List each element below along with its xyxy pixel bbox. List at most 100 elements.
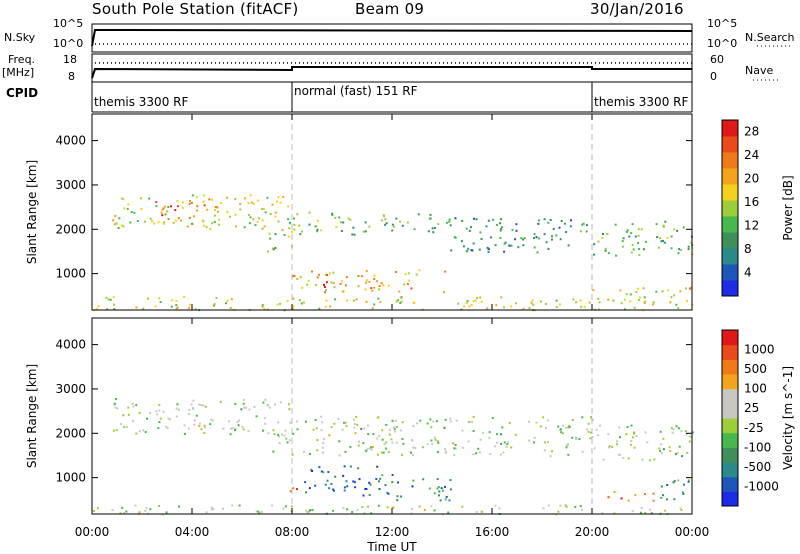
scatter-cell [437,223,440,226]
scatter-cell [443,291,445,294]
scatter-cell [661,290,664,293]
scatter-cell [342,221,345,224]
scatter-cell [462,245,465,248]
scatter-cell [501,426,504,429]
scatter-cell [633,431,635,434]
scatter-cell [638,253,641,256]
scatter-cell [352,299,355,302]
scatter-cell [353,423,356,425]
scatter-cell [638,296,641,299]
scatter-cell [291,453,294,456]
scatter-cell [407,272,410,275]
scatter-cell [544,426,547,429]
scatter-cell [410,451,413,454]
scatter-cell [428,217,431,220]
scatter-cell [500,433,503,436]
scatter-cell [356,423,359,426]
scatter-cell [601,512,604,515]
scatter-cell [384,484,387,487]
scatter-cell [587,430,590,433]
scatter-cell [678,248,681,251]
scatter-cell [591,418,594,421]
scatter-cell [571,436,574,439]
scatter-cell [646,441,649,444]
scatter-cell [580,305,583,308]
scatter-cell [226,299,229,302]
scatter-cell [465,227,468,230]
scatter-cell [444,418,447,421]
scatter-cell [349,218,352,221]
scatter-cell [268,232,271,235]
scatter-cell [377,504,380,507]
scatter-cell [618,426,621,429]
scatter-cell [503,441,506,444]
scatter-cell [127,203,130,206]
scatter-cell [274,233,277,235]
scatter-cell [125,426,128,429]
scatter-cell [253,405,256,408]
scatter-cell [689,287,691,290]
scatter-cell [607,298,610,301]
scatter-cell [391,474,394,476]
scatter-cell [479,296,482,299]
scatter-cell [557,425,560,428]
freq-label: Freq. [8,53,36,66]
scatter-cell [500,442,502,445]
scatter-cell [222,507,224,510]
scatter-cell [687,248,690,251]
scatter-cell [209,228,212,230]
scatter-cell [452,442,455,445]
scatter-cell [461,505,464,508]
scatter-cell [292,275,295,278]
scatter-cell [641,458,644,461]
scatter-cell [498,507,501,510]
scatter-cell [678,445,681,448]
scatter-cell [299,233,302,236]
colorbar-swatch [722,152,738,169]
scatter-cell [688,479,690,482]
scatter-cell [659,237,662,240]
colorbar-tick-label: -100 [744,440,771,454]
scatter-cell [366,279,369,282]
power-panel: 1000 2000 3000 4000 Slant Range [km] [25,113,694,312]
scatter-cell [247,202,250,205]
scatter-cell [393,426,396,429]
scatter-cell [631,223,634,226]
scatter-cell [158,505,160,507]
scatter-cell [122,225,125,228]
scatter-cell [418,505,421,508]
scatter-cell [670,235,673,238]
scatter-cell [642,248,645,251]
station-title: South Pole Station (fitACF) [92,0,299,18]
colorbar-tick-label: 1000 [744,343,775,357]
scatter-cell [382,451,385,454]
colorbar-tick-label: 20 [744,172,759,186]
scatter-cell [279,302,282,305]
scatter-cell [188,303,191,306]
scatter-cell [296,277,299,280]
scatter-cell [372,433,375,436]
colorbar-swatch [722,491,738,507]
scatter-cell [320,229,322,232]
scatter-cell [292,487,295,490]
scatter-cell [239,203,242,206]
scatter-cell [368,225,371,228]
scatter-cell [643,296,646,299]
scatter-cell [385,441,388,444]
scatter-cell [670,247,673,250]
scatter-cell [316,439,319,442]
scatter-cell [167,417,170,420]
scatter-cell [504,241,507,244]
scatter-cell [433,492,436,495]
scatter-cell [444,448,446,451]
scatter-cell [624,308,626,311]
colorbar-swatch [722,248,738,265]
scatter-cell [590,417,593,420]
scatter-cell [264,211,267,214]
scatter-cell [413,228,416,231]
scatter-cell [675,425,678,428]
scatter-cell [332,488,335,491]
scatter-cell [290,505,293,508]
scatter-cell [92,510,95,512]
